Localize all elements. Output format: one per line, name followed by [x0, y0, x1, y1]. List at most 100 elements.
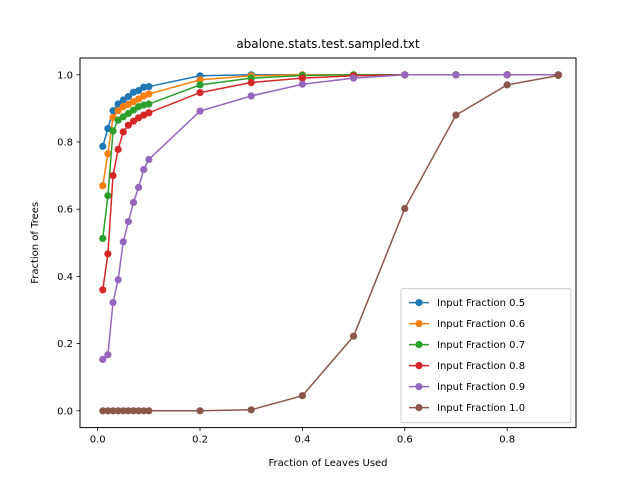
data-point: [119, 128, 127, 136]
data-point: [452, 111, 460, 119]
data-point: [452, 71, 460, 79]
legend-box: [400, 288, 572, 424]
legend-item: Input Fraction 0.7: [409, 340, 525, 351]
data-point: [196, 76, 204, 84]
data-point: [140, 407, 148, 415]
legend-swatch-marker: [415, 362, 423, 370]
x-tick-label: 0.8: [499, 435, 515, 446]
data-point: [145, 100, 153, 108]
data-point: [298, 392, 307, 400]
data-point: [247, 78, 255, 87]
legend-label: Input Fraction 0.7: [437, 340, 525, 351]
data-point: [247, 92, 255, 100]
data-point: [298, 80, 307, 88]
data-point: [135, 86, 143, 95]
data-point: [129, 407, 138, 415]
y-tick-label: 0.4: [57, 272, 73, 283]
y-tick-label: 1.0: [57, 70, 73, 81]
data-point: [196, 81, 204, 89]
data-point: [109, 407, 117, 415]
legend-label: Input Fraction 0.9: [437, 382, 525, 393]
data-point: [135, 183, 143, 191]
data-point: [129, 198, 138, 207]
x-axis: 0.0 0.2 0.4 0.6 0.8: [90, 427, 515, 446]
data-point: [119, 238, 127, 246]
data-point: [99, 182, 107, 190]
series-line: [102, 74, 559, 290]
data-point: [401, 71, 409, 79]
data-point: [104, 407, 112, 415]
series-1: [99, 71, 562, 150]
series-4: [99, 71, 562, 294]
x-tick-label: 0.6: [397, 435, 413, 446]
x-axis-label: Fraction of Leaves Used: [268, 458, 387, 469]
data-point: [109, 172, 117, 180]
data-point: [145, 407, 153, 415]
data-point: [99, 407, 107, 415]
y-tick-label: 0.8: [57, 138, 73, 149]
data-point: [196, 89, 204, 97]
y-tick-label: 0.6: [57, 205, 73, 216]
data-point: [119, 96, 127, 104]
data-point: [196, 407, 204, 415]
data-point: [140, 165, 148, 174]
data-point: [104, 250, 112, 258]
chart-title: abalone.stats.test.sampled.txt: [236, 37, 420, 51]
data-point: [99, 234, 107, 243]
data-point: [119, 113, 127, 121]
data-point: [119, 407, 127, 415]
data-point: [104, 150, 112, 158]
data-point: [401, 204, 409, 213]
series-line: [102, 74, 559, 147]
data-point: [99, 286, 107, 294]
data-point: [99, 142, 107, 150]
data-point: [503, 81, 511, 89]
legend-label: Input Fraction 0.5: [437, 298, 525, 309]
data-point: [109, 107, 117, 115]
data-point: [109, 299, 117, 307]
data-point: [114, 107, 122, 115]
legend-swatch-marker: [415, 404, 423, 412]
data-point: [145, 82, 153, 91]
data-point: [349, 332, 358, 340]
legend-swatch-marker: [415, 320, 423, 328]
data-point: [99, 355, 107, 363]
data-point: [554, 71, 562, 80]
data-point: [349, 74, 358, 82]
data-point: [114, 276, 122, 284]
legend-item: Input Fraction 0.6: [409, 319, 525, 330]
legend: Input Fraction 0.5 Input Fraction 0.6 Inpu…: [400, 288, 572, 424]
data-point: [503, 71, 511, 79]
x-tick-label: 0.0: [90, 435, 106, 446]
legend-item: Input Fraction 0.5: [409, 298, 525, 309]
legend-swatch-marker: [415, 341, 423, 349]
legend-label: Input Fraction 0.8: [437, 361, 525, 372]
data-point: [124, 121, 132, 129]
data-point: [114, 145, 122, 153]
legend-item: Input Fraction 0.8: [409, 361, 525, 372]
data-point: [114, 407, 122, 415]
series-6: [99, 71, 562, 415]
data-point: [114, 116, 122, 124]
data-point: [124, 93, 132, 101]
data-point: [145, 90, 153, 98]
data-point: [196, 107, 204, 115]
data-point: [247, 406, 255, 414]
y-axis-label: Fraction of Trees: [30, 202, 41, 284]
series-5: [99, 71, 562, 363]
data-point: [135, 407, 143, 415]
data-point: [109, 127, 117, 135]
data-point: [298, 74, 307, 82]
data-point: [129, 106, 138, 114]
x-tick-label: 0.4: [294, 435, 310, 446]
series-line: [102, 74, 559, 360]
legend-swatch-marker: [415, 383, 423, 391]
legend-label: Input Fraction 1.0: [437, 403, 525, 414]
data-point: [104, 351, 112, 359]
data-point: [124, 407, 132, 415]
data-point: [145, 109, 153, 117]
y-tick-label: 0.0: [57, 406, 73, 417]
legend-item: Input Fraction 1.0: [409, 403, 525, 414]
series-2: [99, 71, 562, 190]
